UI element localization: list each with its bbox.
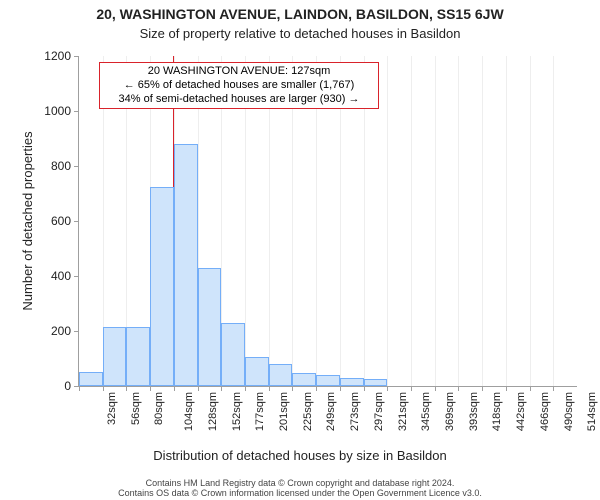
histogram-bar [245, 357, 269, 386]
gridline-v [553, 56, 554, 386]
gridline-v [387, 56, 388, 386]
xtick-line [482, 386, 483, 391]
gridline-v [411, 56, 412, 386]
xtick-line [506, 386, 507, 391]
xtick-line [79, 386, 80, 391]
histogram-bar [126, 327, 150, 386]
histogram-bar [174, 144, 198, 386]
histogram-bar [103, 327, 127, 386]
xtick-line [269, 386, 270, 391]
xtick-label: 273sqm [349, 392, 361, 431]
xtick-line [411, 386, 412, 391]
xtick-line [245, 386, 246, 391]
xtick-line [553, 386, 554, 391]
gridline-v [482, 56, 483, 386]
xtick-label: 128sqm [207, 392, 219, 431]
xtick-label: 369sqm [444, 392, 456, 431]
gridline-v [530, 56, 531, 386]
xtick-line [292, 386, 293, 391]
xtick-label: 514sqm [586, 392, 598, 431]
xtick-label: 104sqm [183, 392, 195, 431]
annotation-line: 34% of semi-detached houses are larger (… [106, 93, 372, 107]
footer-line-1: Contains HM Land Registry data © Crown c… [0, 478, 600, 488]
xtick-label: 490sqm [563, 392, 575, 431]
xtick-label: 345sqm [420, 392, 432, 431]
xtick-label: 393sqm [468, 392, 480, 431]
xtick-label: 56sqm [130, 392, 142, 425]
xtick-line [126, 386, 127, 391]
xtick-line [435, 386, 436, 391]
histogram-bar [364, 379, 388, 386]
xtick-line [150, 386, 151, 391]
page-title: 20, WASHINGTON AVENUE, LAINDON, BASILDON… [0, 6, 600, 22]
histogram-bar [269, 364, 293, 386]
footer-line-2: Contains OS data © Crown information lic… [0, 488, 600, 498]
histogram-bar [316, 375, 340, 386]
xtick-line [174, 386, 175, 391]
xtick-label: 249sqm [326, 392, 338, 431]
ytick-label: 0 [64, 379, 79, 393]
annotation-box: 20 WASHINGTON AVENUE: 127sqm← 65% of det… [99, 62, 379, 109]
xtick-label: 418sqm [492, 392, 504, 431]
xtick-line [316, 386, 317, 391]
histogram-bar [292, 373, 316, 386]
xtick-line [458, 386, 459, 391]
gridline-v [458, 56, 459, 386]
xtick-line [340, 386, 341, 391]
xtick-line [198, 386, 199, 391]
ytick-label: 600 [51, 214, 79, 228]
xtick-label: 321sqm [397, 392, 409, 431]
xtick-label: 80sqm [153, 392, 165, 425]
xtick-line [221, 386, 222, 391]
histogram-bar [221, 323, 245, 386]
annotation-line: 20 WASHINGTON AVENUE: 127sqm [106, 65, 372, 79]
xtick-line [530, 386, 531, 391]
xtick-line [364, 386, 365, 391]
ytick-label: 800 [51, 159, 79, 173]
page-subtitle: Size of property relative to detached ho… [0, 26, 600, 41]
xtick-label: 32sqm [106, 392, 118, 425]
gridline-v [506, 56, 507, 386]
ytick-label: 1200 [44, 49, 79, 63]
xtick-label: 442sqm [515, 392, 527, 431]
xtick-label: 152sqm [231, 392, 243, 431]
plot-area: 32sqm56sqm80sqm104sqm128sqm152sqm177sqm2… [78, 56, 577, 387]
histogram-bar [198, 268, 222, 386]
xtick-label: 466sqm [539, 392, 551, 431]
xtick-label: 201sqm [278, 392, 290, 431]
histogram-bar [340, 378, 364, 386]
xtick-label: 297sqm [373, 392, 385, 431]
ytick-label: 200 [51, 324, 79, 338]
ytick-label: 400 [51, 269, 79, 283]
xtick-label: 225sqm [302, 392, 314, 431]
xtick-line [103, 386, 104, 391]
gridline-v [435, 56, 436, 386]
y-axis-label: Number of detached properties [20, 56, 35, 386]
xtick-line [387, 386, 388, 391]
histogram-bar [79, 372, 103, 386]
histogram-bar [150, 187, 174, 386]
xtick-label: 177sqm [254, 392, 266, 431]
ytick-label: 1000 [44, 104, 79, 118]
annotation-line: ← 65% of detached houses are smaller (1,… [106, 79, 372, 93]
x-axis-label: Distribution of detached houses by size … [0, 448, 600, 463]
chart-container: 20, WASHINGTON AVENUE, LAINDON, BASILDON… [0, 0, 600, 500]
footer-credits: Contains HM Land Registry data © Crown c… [0, 478, 600, 498]
